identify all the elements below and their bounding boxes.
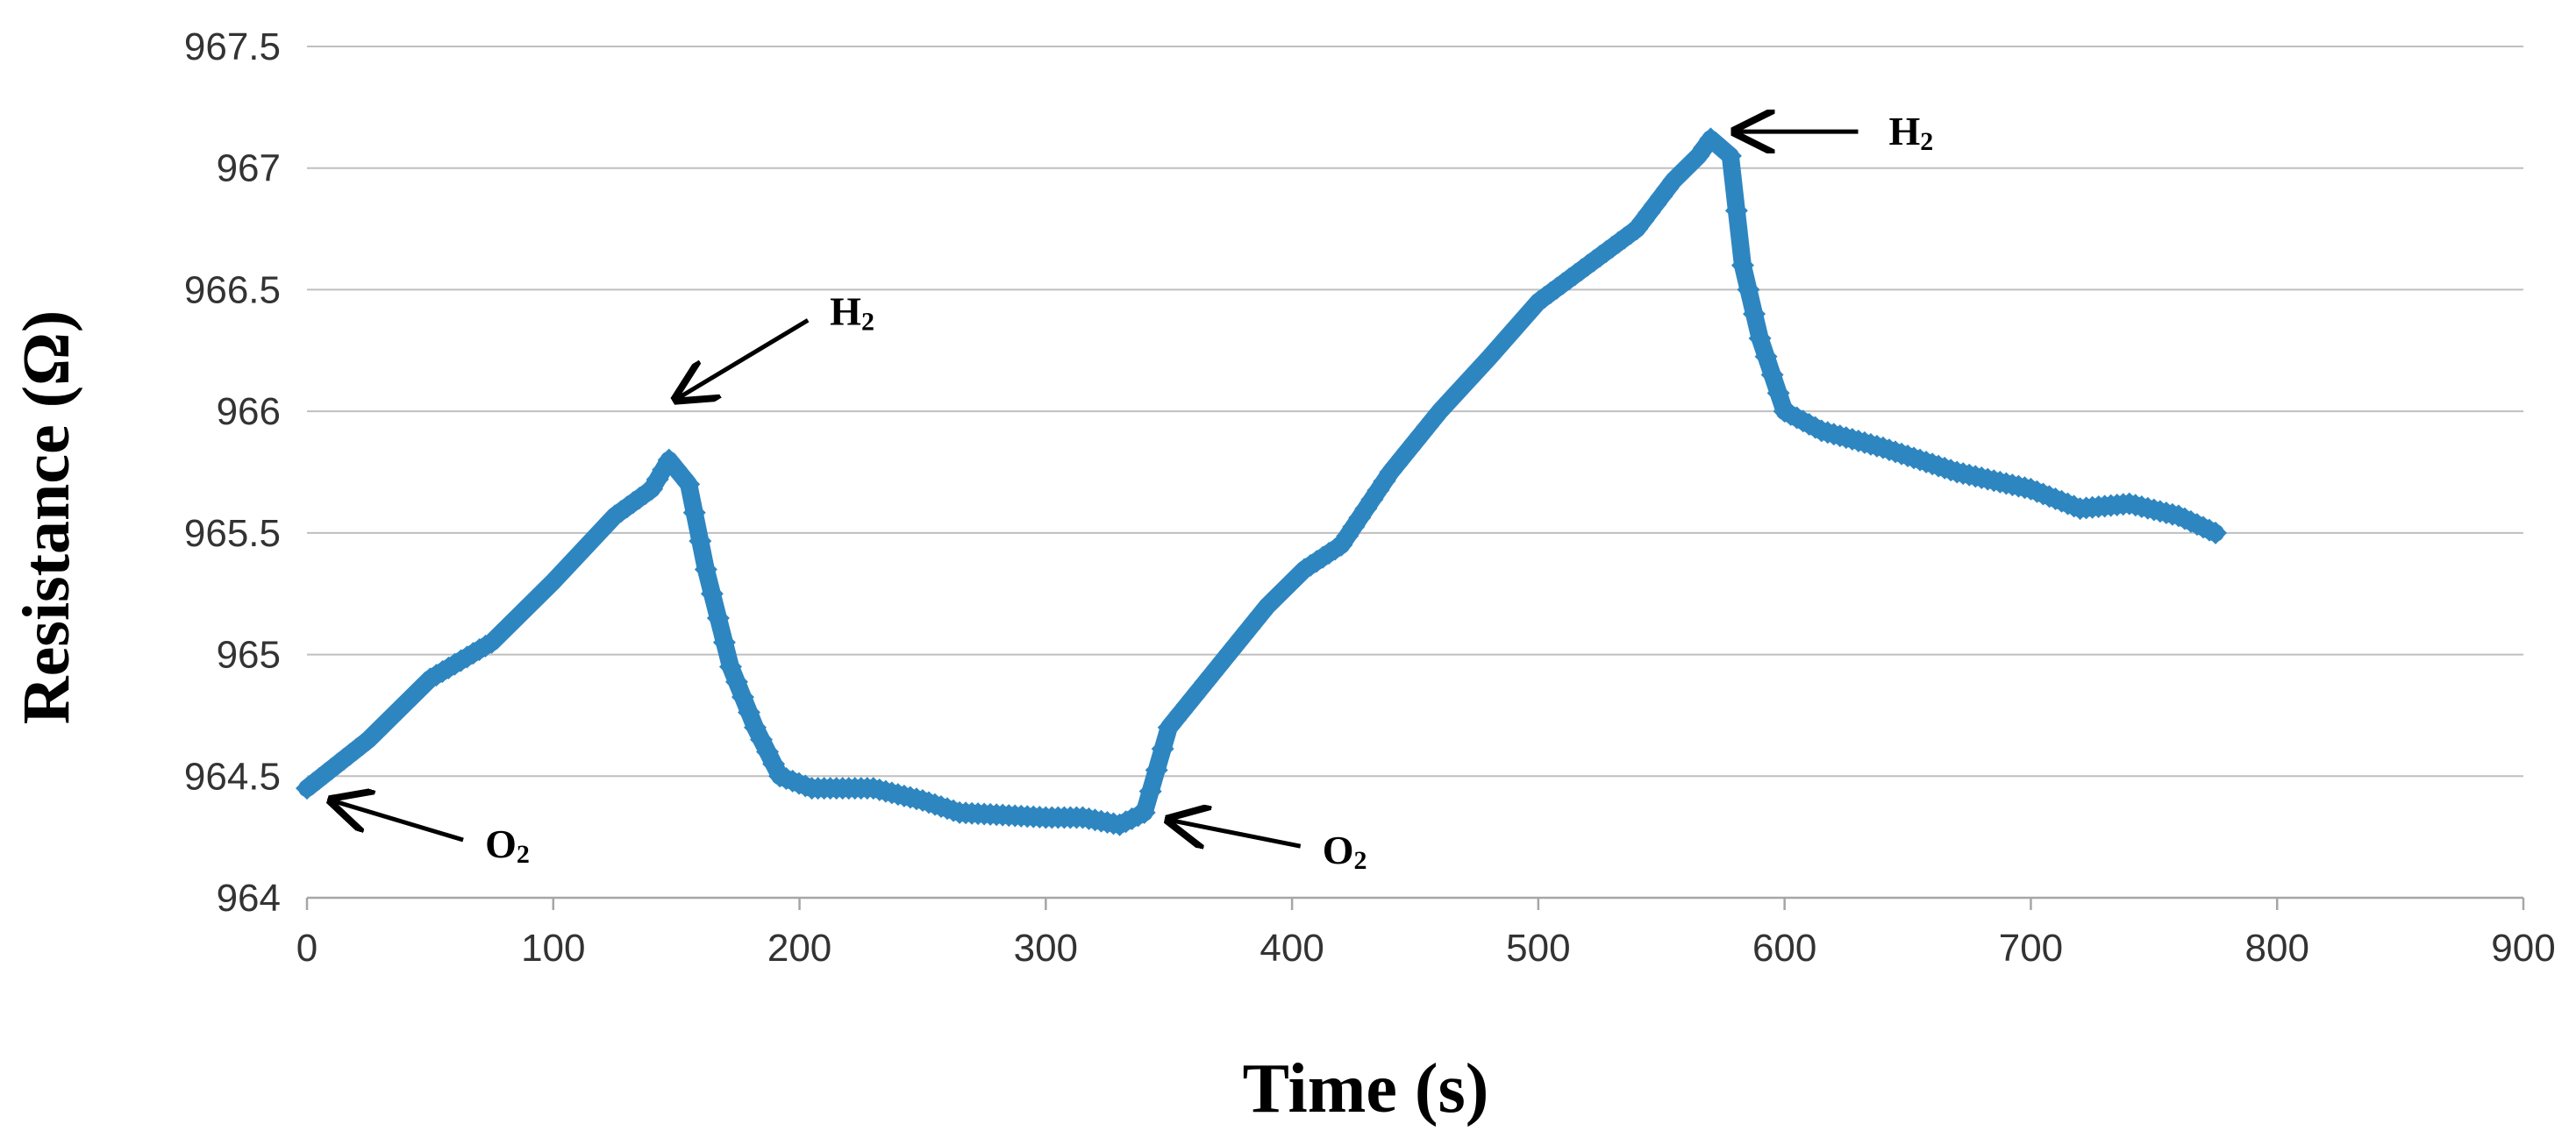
annotation-label: O2 [1323,828,1367,875]
x-tick-label: 200 [767,927,831,970]
x-axis-title: Time (s) [1243,1050,1489,1127]
data-point [689,530,712,553]
y-tick-label: 965 [217,634,281,677]
data-point [706,606,730,629]
data-point [1748,326,1772,350]
x-tick-label: 500 [1506,927,1570,970]
x-tick-label: 600 [1752,927,1816,970]
annotations: H2 H2 O2 O2 [332,109,1933,875]
data-point [1760,363,1784,387]
annotation-label: O2 [485,821,530,869]
annotation-label: H2 [830,288,874,336]
y-axis-title: Resistance (Ω) [10,310,83,724]
series-line [298,130,2225,834]
y-tick-label: 967.5 [184,25,281,68]
annotation-arrow [332,800,464,843]
data-point [694,558,717,581]
y-tick-label: 966.5 [184,268,281,311]
y-tick-label: 965.5 [184,512,281,555]
data-point [1625,217,1649,241]
annotation-arrow [1169,820,1302,846]
data-point [2204,521,2228,544]
data-series [296,127,2228,836]
y-tick-label: 967 [217,147,281,190]
data-point [1151,737,1174,761]
x-tick-label: 700 [1999,927,2063,970]
x-tick-label: 400 [1259,927,1324,970]
annotation-label: H2 [1889,109,1934,156]
grid-lines [307,46,2523,778]
data-point [1132,800,1156,824]
x-tick-label: 0 [296,927,318,970]
x-tick-label: 800 [2245,927,2309,970]
annotation-arrow [676,318,810,399]
data-point [1743,302,1766,326]
data-point [1145,758,1168,782]
data-point [1754,345,1778,368]
data-point [700,582,724,606]
data-point [677,473,701,496]
data-point [1397,437,1421,461]
data-point [1737,278,1760,302]
y-tick-label: 964 [217,877,281,920]
y-tick-label: 966 [217,390,281,433]
x-tick-label: 900 [2491,927,2555,970]
axes: 964 964.5 965 965.5 966 966.5 967 967.5 0 100 200 3… [184,25,2556,970]
data-point [682,501,706,524]
x-tick-label: 300 [1014,927,1078,970]
data-point [1766,381,1790,405]
data-point [1730,253,1754,277]
data-point [1724,199,1748,223]
data-point [712,630,736,654]
y-tick-label: 964.5 [184,755,281,798]
data-point [1138,779,1162,803]
x-tick-label: 100 [521,927,585,970]
